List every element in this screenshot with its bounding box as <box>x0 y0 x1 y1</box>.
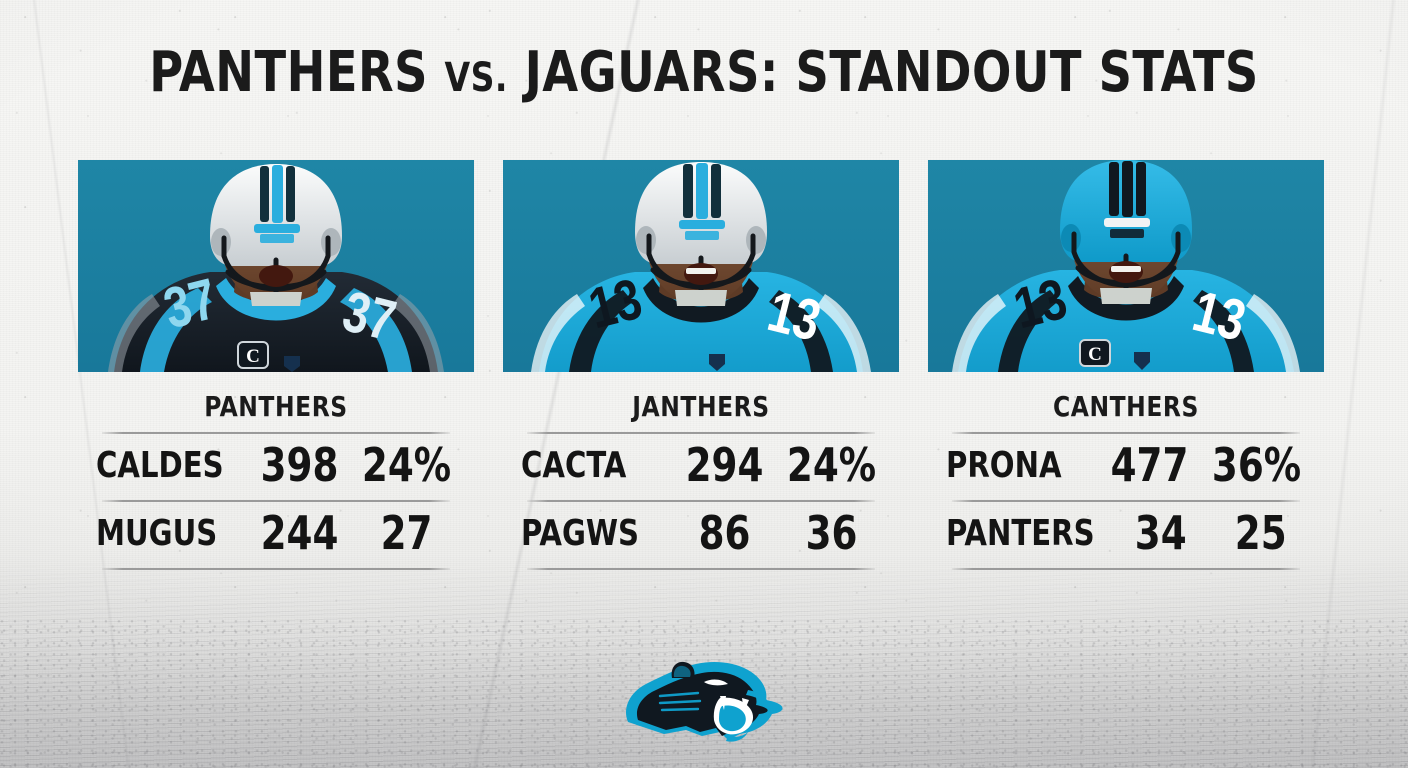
rule-mid-1 <box>527 500 875 502</box>
team-label-2: CANTHERS <box>1053 390 1199 423</box>
player-stat-1: 86 <box>698 506 751 560</box>
table-row: PANTERS 34 25 <box>928 502 1324 564</box>
player-stat-1: 34 <box>1134 506 1187 560</box>
title-part-versus: VS. <box>444 55 508 101</box>
rule-top-1 <box>527 432 875 434</box>
rule-mid-0 <box>102 500 450 502</box>
player-photo-2: 13 13 <box>928 160 1324 372</box>
page-title: PANTHERS VS. JAGUARS: STANDOUT STATS <box>56 40 1351 105</box>
table-row: CACTA 294 24% <box>503 434 899 496</box>
rule-bottom-0 <box>102 568 450 570</box>
svg-text:C: C <box>1088 344 1102 365</box>
player-name: PAGWS <box>521 512 640 554</box>
player-stat-2: 36% <box>1211 438 1302 492</box>
rule-top-0 <box>102 432 450 434</box>
player-stat-1: 398 <box>260 438 339 492</box>
player-name: MUGUS <box>96 512 218 554</box>
player-stat-1: 294 <box>685 438 764 492</box>
table-row: MUGUS 244 27 <box>78 502 474 564</box>
rule-bottom-1 <box>527 568 875 570</box>
team-label-1: JANTHERS <box>632 390 770 423</box>
title-part-teams-home: PANTHERS <box>149 40 428 105</box>
svg-text:C: C <box>246 346 260 367</box>
player-stat-2: 36 <box>805 506 858 560</box>
player-stat-2: 24% <box>786 438 877 492</box>
player-stat-1: 244 <box>260 506 339 560</box>
player-name: PANTERS <box>946 512 1095 554</box>
stat-panel-1: 13 13 <box>503 160 899 570</box>
rule-mid-2 <box>952 500 1300 502</box>
player-photo-0: 37 37 <box>78 160 474 372</box>
player-photo-1: 13 13 <box>503 160 899 372</box>
player-stat-2: 27 <box>380 506 433 560</box>
stat-columns: 37 37 <box>0 160 1408 600</box>
player-stat-2: 25 <box>1234 506 1287 560</box>
player-name: CACTA <box>521 444 627 486</box>
carolina-panthers-logo <box>616 648 792 748</box>
stat-panel-0: 37 37 <box>78 160 474 570</box>
table-row: CALDES 398 24% <box>78 434 474 496</box>
table-row: PRONA 477 36% <box>928 434 1324 496</box>
title-part-teams-away: JAGUARS: STANDOUT STATS <box>524 40 1259 105</box>
rule-top-2 <box>952 432 1300 434</box>
player-stat-1: 477 <box>1110 438 1189 492</box>
player-name: CALDES <box>96 444 224 486</box>
rule-bottom-2 <box>952 568 1300 570</box>
table-row: PAGWS 86 36 <box>503 502 899 564</box>
stat-panel-2: 13 13 <box>928 160 1324 570</box>
player-name: PRONA <box>946 444 1062 486</box>
team-label-0: PANTHERS <box>204 390 348 423</box>
player-stat-2: 24% <box>361 438 452 492</box>
